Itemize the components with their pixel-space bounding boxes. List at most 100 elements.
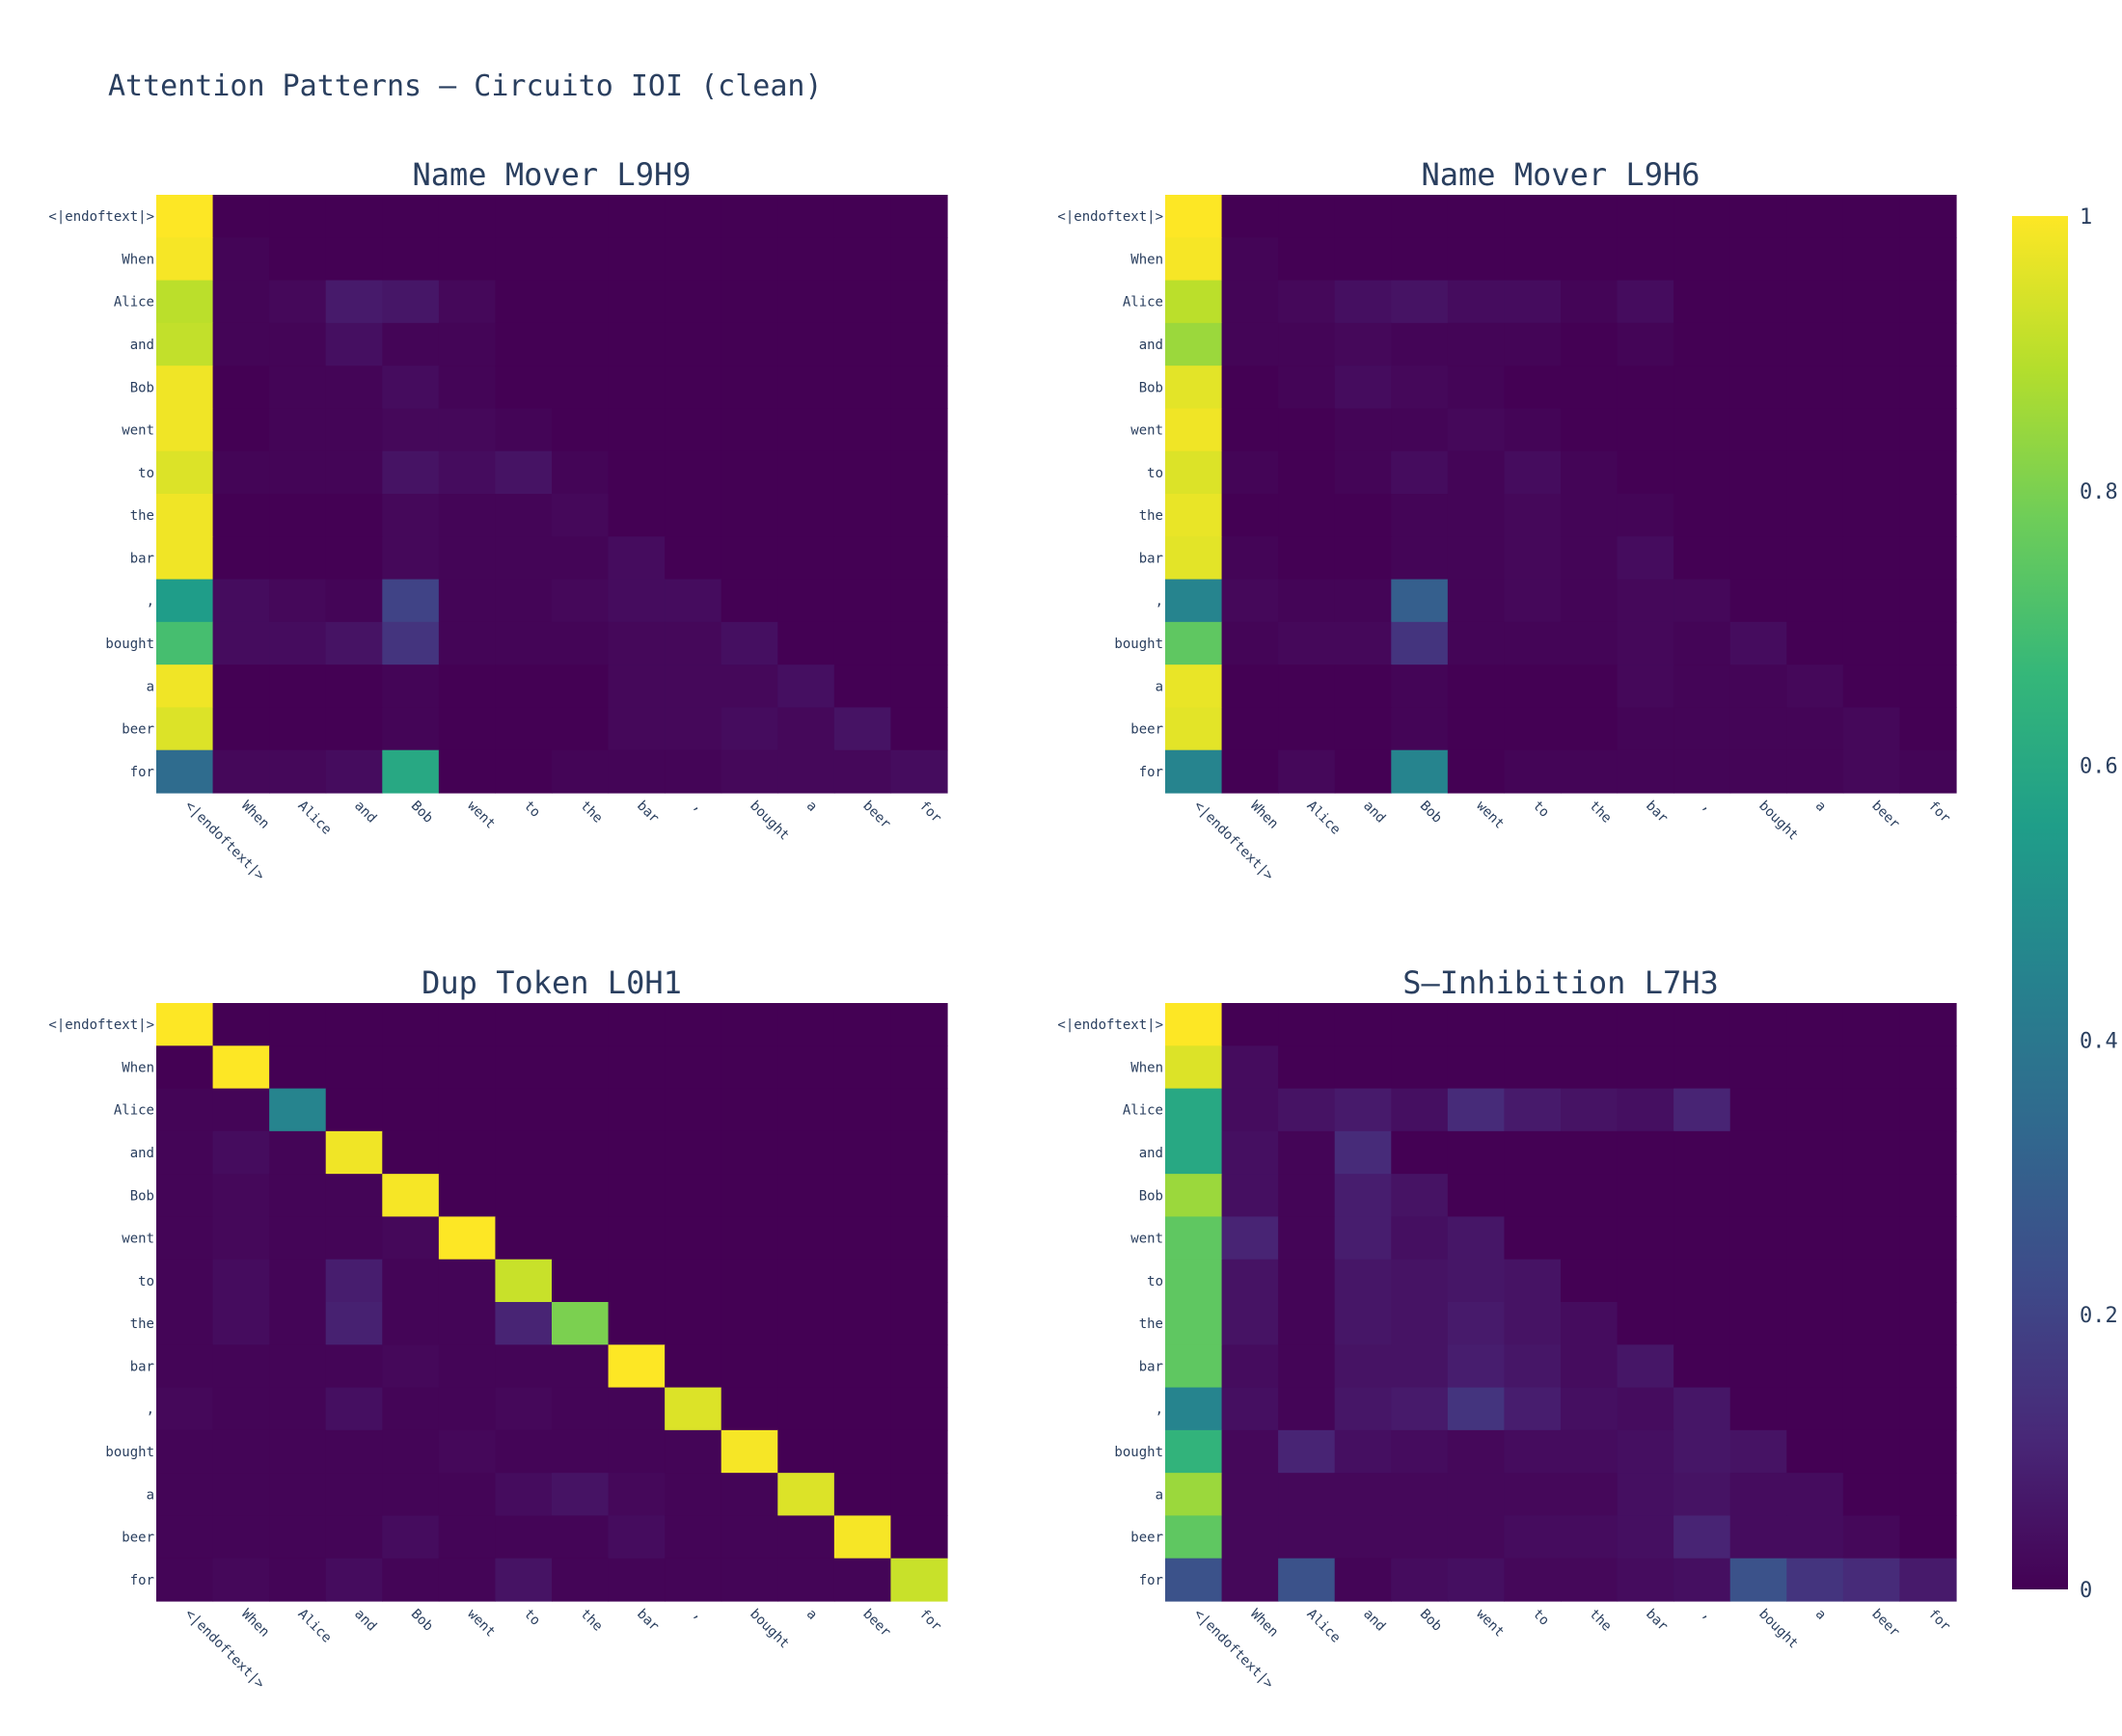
- heatmap-cell[interactable]: [495, 366, 553, 410]
- heatmap-cell[interactable]: [552, 408, 610, 452]
- heatmap-cell[interactable]: [1729, 366, 1787, 410]
- heatmap-cell[interactable]: [890, 707, 948, 751]
- heatmap-cell[interactable]: [1504, 1515, 1562, 1560]
- heatmap-cell[interactable]: [1334, 366, 1392, 410]
- heatmap-cell[interactable]: [552, 1045, 610, 1090]
- heatmap-cell[interactable]: [1729, 1088, 1787, 1132]
- heatmap-cell[interactable]: [1561, 579, 1619, 623]
- heatmap-cell[interactable]: [1504, 1558, 1562, 1602]
- heatmap-cell[interactable]: [1673, 665, 1731, 709]
- heatmap-cell[interactable]: [269, 1130, 327, 1175]
- heatmap-cell[interactable]: [1165, 1174, 1223, 1218]
- heatmap-cell[interactable]: [833, 1429, 892, 1474]
- heatmap-cell[interactable]: [721, 1515, 778, 1560]
- heatmap-cell[interactable]: [438, 1045, 497, 1090]
- heatmap-cell[interactable]: [608, 195, 666, 238]
- heatmap-cell[interactable]: [1278, 1259, 1336, 1303]
- heatmap-cell[interactable]: [1278, 366, 1336, 410]
- heatmap-cell[interactable]: [890, 237, 948, 282]
- heatmap-cell[interactable]: [1899, 707, 1957, 751]
- heatmap-cell[interactable]: [1617, 450, 1674, 495]
- heatmap-cell[interactable]: [1842, 366, 1901, 410]
- heatmap-cell[interactable]: [1447, 1558, 1506, 1602]
- heatmap-cell[interactable]: [438, 707, 497, 751]
- heatmap-cell[interactable]: [1617, 621, 1674, 665]
- heatmap-cell[interactable]: [156, 1088, 214, 1132]
- heatmap-cell[interactable]: [269, 366, 327, 410]
- heatmap-cell[interactable]: [495, 536, 553, 581]
- heatmap-cell[interactable]: [1278, 280, 1336, 324]
- heatmap-cell[interactable]: [552, 237, 610, 282]
- heatmap-cell[interactable]: [1842, 408, 1901, 452]
- heatmap-cell[interactable]: [1842, 1429, 1901, 1474]
- heatmap-cell[interactable]: [1617, 1429, 1674, 1474]
- heatmap-cell[interactable]: [1221, 237, 1279, 282]
- heatmap-cell[interactable]: [1391, 195, 1449, 238]
- heatmap-cell[interactable]: [1221, 450, 1279, 495]
- heatmap-cell[interactable]: [1221, 1088, 1279, 1132]
- heatmap-cell[interactable]: [495, 665, 553, 709]
- heatmap-cell[interactable]: [382, 665, 440, 709]
- heatmap-cell[interactable]: [1899, 1130, 1957, 1175]
- heatmap-cell[interactable]: [1504, 1130, 1562, 1175]
- heatmap-cell[interactable]: [1899, 1344, 1957, 1389]
- heatmap-cell[interactable]: [552, 280, 610, 324]
- heatmap-cell[interactable]: [1504, 366, 1562, 410]
- heatmap-cell[interactable]: [1842, 237, 1901, 282]
- heatmap-cell[interactable]: [890, 1387, 948, 1431]
- heatmap-cell[interactable]: [382, 280, 440, 324]
- heatmap-cell[interactable]: [833, 665, 892, 709]
- heatmap-cell[interactable]: [325, 408, 383, 452]
- heatmap-cell[interactable]: [890, 1259, 948, 1303]
- heatmap-cell[interactable]: [156, 1302, 214, 1345]
- heatmap-cell[interactable]: [1786, 749, 1844, 794]
- heatmap-cell[interactable]: [1729, 1344, 1787, 1389]
- heatmap-cell[interactable]: [1334, 1130, 1392, 1175]
- heatmap-cell[interactable]: [608, 450, 666, 495]
- heatmap-cell[interactable]: [1786, 408, 1844, 452]
- heatmap-cell[interactable]: [212, 1174, 270, 1218]
- heatmap-cell[interactable]: [438, 621, 497, 665]
- heatmap-cell[interactable]: [212, 1259, 270, 1303]
- heatmap-cell[interactable]: [438, 450, 497, 495]
- heatmap-cell[interactable]: [1447, 1003, 1506, 1046]
- heatmap-cell[interactable]: [1561, 1045, 1619, 1090]
- heatmap-cell[interactable]: [1673, 408, 1731, 452]
- heatmap-cell[interactable]: [1561, 1259, 1619, 1303]
- heatmap-cell[interactable]: [1221, 280, 1279, 324]
- heatmap-cell[interactable]: [1221, 1216, 1279, 1261]
- heatmap-cell[interactable]: [1334, 579, 1392, 623]
- heatmap-cell[interactable]: [665, 1130, 722, 1175]
- heatmap-cell[interactable]: [269, 1045, 327, 1090]
- heatmap-cell[interactable]: [833, 1216, 892, 1261]
- heatmap-cell[interactable]: [1221, 1045, 1279, 1090]
- heatmap-cell[interactable]: [552, 450, 610, 495]
- heatmap-cell[interactable]: [1899, 195, 1957, 238]
- heatmap-cell[interactable]: [1334, 1302, 1392, 1345]
- heatmap-cell[interactable]: [1334, 707, 1392, 751]
- heatmap-cell[interactable]: [1334, 1387, 1392, 1431]
- heatmap-cell[interactable]: [890, 366, 948, 410]
- heatmap-cell[interactable]: [1729, 322, 1787, 366]
- heatmap-cell[interactable]: [156, 665, 214, 709]
- heatmap-cell[interactable]: [1278, 749, 1336, 794]
- heatmap-cell[interactable]: [1221, 665, 1279, 709]
- heatmap-cell[interactable]: [1504, 237, 1562, 282]
- heatmap-cell[interactable]: [269, 408, 327, 452]
- heatmap-cell[interactable]: [495, 1259, 553, 1303]
- heatmap-cell[interactable]: [156, 1344, 214, 1389]
- heatmap-cell[interactable]: [1391, 408, 1449, 452]
- heatmap-cell[interactable]: [325, 749, 383, 794]
- heatmap-cell[interactable]: [325, 536, 383, 581]
- heatmap-cell[interactable]: [890, 536, 948, 581]
- heatmap-cell[interactable]: [1278, 536, 1336, 581]
- heatmap-cell[interactable]: [1561, 1344, 1619, 1389]
- heatmap-cell[interactable]: [552, 1429, 610, 1474]
- heatmap-cell[interactable]: [552, 1088, 610, 1132]
- heatmap-cell[interactable]: [1165, 536, 1223, 581]
- heatmap-cell[interactable]: [1842, 1174, 1901, 1218]
- heatmap-cell[interactable]: [1165, 195, 1223, 238]
- heatmap-cell[interactable]: [552, 707, 610, 751]
- heatmap-cell[interactable]: [1391, 1387, 1449, 1431]
- heatmap-cell[interactable]: [1673, 1473, 1731, 1517]
